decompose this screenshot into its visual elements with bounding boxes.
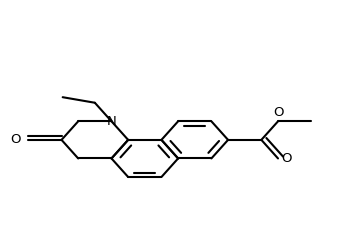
Text: N: N <box>107 115 116 128</box>
Text: O: O <box>273 106 283 119</box>
Text: O: O <box>10 133 21 146</box>
Text: O: O <box>282 152 292 165</box>
